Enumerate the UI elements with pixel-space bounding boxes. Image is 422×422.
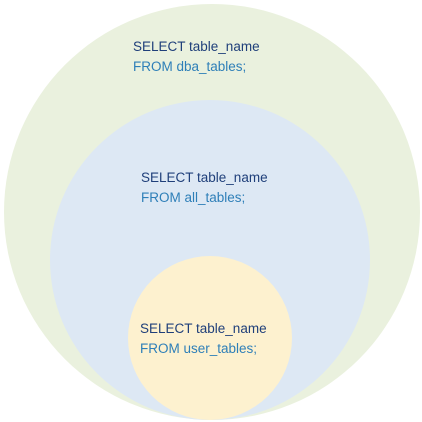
user-tables-query: SELECT table_name FROM user_tables; xyxy=(140,319,267,359)
all-from-line: FROM all_tables; xyxy=(141,190,246,205)
dba-from-line: FROM dba_tables; xyxy=(133,59,247,74)
user-tables-circle xyxy=(128,256,292,420)
dba-select-line: SELECT table_name xyxy=(133,39,260,54)
user-from-line: FROM user_tables; xyxy=(140,341,258,356)
user-select-line: SELECT table_name xyxy=(140,321,267,336)
all-select-line: SELECT table_name xyxy=(141,170,268,185)
all-tables-query: SELECT table_name FROM all_tables; xyxy=(141,168,268,208)
dba-tables-query: SELECT table_name FROM dba_tables; xyxy=(133,37,260,77)
